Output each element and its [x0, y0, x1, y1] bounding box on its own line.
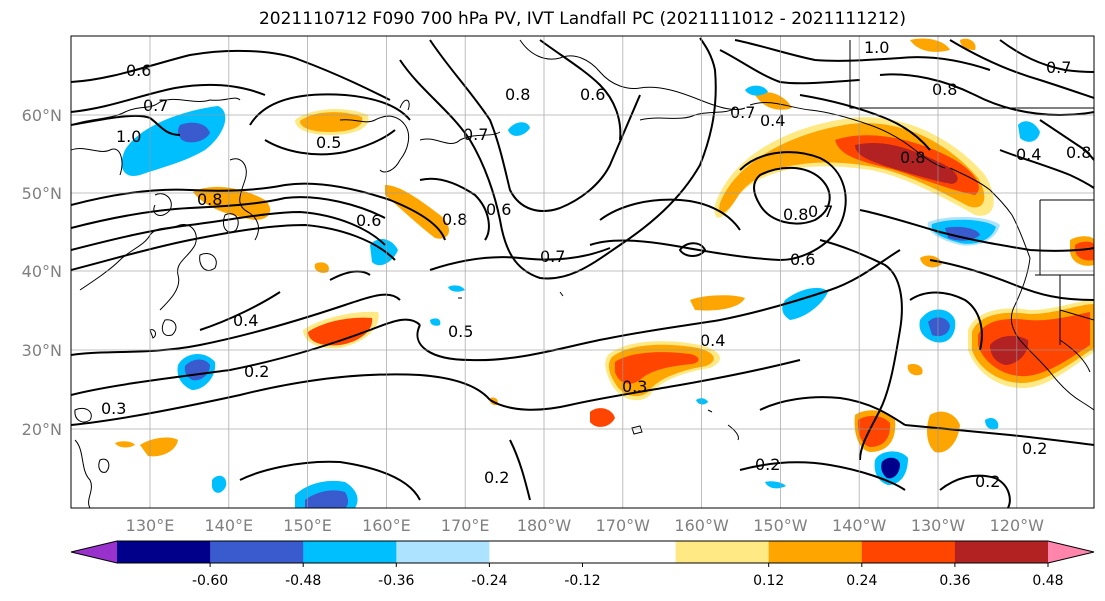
contour-label: 0.8: [900, 148, 925, 167]
longitude-label: 160°W: [674, 516, 729, 535]
contour-label: 0.8: [197, 190, 222, 209]
contour-label: 0.7: [730, 103, 755, 122]
contour-label: 0.5: [316, 133, 341, 152]
contour-label: 0.2: [484, 468, 509, 487]
latitude-label: 60°N: [22, 106, 62, 125]
latitude-label: 20°N: [22, 420, 62, 439]
longitude-label: 170°E: [441, 516, 490, 535]
colorbar-tick-label: 0.36: [939, 573, 970, 589]
contour-label: 0.2: [1022, 439, 1047, 458]
latitude-label: 30°N: [22, 341, 62, 360]
colorbar-tick-label: 0.12: [753, 573, 784, 589]
longitude-labels: 130°E 140°E 150°E 160°E 170°E 180°W 170°W 160°W…: [126, 516, 1044, 535]
colorbar-tick-label: -0.12: [564, 573, 600, 589]
longitude-label: 130°W: [911, 516, 966, 535]
latitude-label: 50°N: [22, 184, 62, 203]
contour-label: 0.7: [463, 125, 488, 144]
longitude-label: 160°E: [362, 516, 411, 535]
map-title: 2021110712 F090 700 hPa PV, IVT Landfall…: [258, 9, 906, 29]
longitude-label: 150°E: [283, 516, 332, 535]
longitude-label: 140°E: [204, 516, 253, 535]
contour-label: 0.4: [700, 331, 725, 350]
colorbar-tick-label: -0.24: [471, 573, 507, 589]
colorbar-segment: [303, 541, 397, 563]
colorbar-segment: [117, 541, 211, 563]
colorbar-segment: [768, 541, 863, 563]
colorbar-tick-label: -0.48: [285, 573, 321, 589]
contour-label: 0.6: [790, 250, 815, 269]
ivt-shading: [115, 38, 1094, 508]
pv-contours: [71, 37, 1094, 508]
contour-label: 0.8: [783, 205, 808, 224]
positive-anomaly-shading: [115, 38, 1094, 457]
contour-label: 0.4: [760, 111, 785, 130]
contour-label: 1.0: [116, 127, 141, 146]
contour-label: 0.3: [622, 377, 647, 396]
contour-label: 0.6: [126, 61, 151, 80]
longitude-label: 150°W: [753, 516, 808, 535]
coastlines: [71, 39, 1094, 508]
longitude-label: 120°W: [990, 516, 1045, 535]
colorbar-segment: [489, 541, 583, 563]
contour-labels: 0.6 0.7 1.0 0.5 0.8 0.6 0.8 0.7 0.8 0.6 …: [101, 38, 1091, 491]
contour-label: 0.8: [932, 80, 957, 99]
contour-label: 0.8: [1066, 143, 1091, 162]
contour-label: 0.7: [143, 96, 168, 115]
colorbar-segment: [675, 541, 770, 563]
contour-label: 0.2: [755, 455, 780, 474]
colorbar: -0.60 -0.48 -0.36 -0.24 -0.12 0.12 0.24 0.36 0.4…: [70, 540, 1095, 589]
colorbar-outline: [70, 540, 1095, 564]
map-frame: [70, 35, 1095, 509]
contour-label: 0.7: [1046, 58, 1071, 77]
colorbar-segment: [210, 541, 304, 563]
contour-label: 0.3: [101, 399, 126, 418]
contour-label: 0.8: [442, 210, 467, 229]
colorbar-min-extension: [71, 541, 117, 563]
contour-label: 0.6: [580, 85, 605, 104]
longitude-label: 170°W: [596, 516, 651, 535]
contour-label: 0.7: [808, 202, 833, 221]
contour-label: 0.4: [1016, 145, 1041, 164]
colorbar-tick-label: 0.24: [846, 573, 877, 589]
colorbar-segment: [954, 541, 1049, 563]
negative-anomaly-shading: [121, 85, 1040, 508]
contour-label: 0.2: [244, 362, 269, 381]
colorbar-max-extension: [1048, 541, 1094, 563]
colorbar-segment: [861, 541, 956, 563]
contour-label: 0.6: [486, 200, 511, 219]
colorbar-segment: [582, 541, 677, 563]
longitude-label: 180°W: [517, 516, 572, 535]
contour-label: 1.0: [864, 38, 889, 57]
contour-label: 0.7: [540, 247, 565, 266]
contour-label: 0.8: [505, 85, 530, 104]
gridlines: [71, 36, 1094, 508]
latitude-labels: 60°N 50°N 40°N 30°N 20°N: [22, 106, 62, 439]
colorbar-tick-label: 0.48: [1032, 573, 1063, 589]
contour-label: 0.5: [448, 322, 473, 341]
colorbar-tick-label: -0.60: [192, 573, 228, 589]
longitude-label: 130°E: [126, 516, 175, 535]
colorbar-tick-label: -0.36: [378, 573, 414, 589]
contour-label: 0.4: [233, 311, 258, 330]
latitude-label: 40°N: [22, 262, 62, 281]
contour-label: 0.2: [975, 472, 1000, 491]
contour-label: 0.6: [356, 211, 381, 230]
longitude-label: 140°W: [832, 516, 887, 535]
colorbar-segment: [396, 541, 490, 563]
